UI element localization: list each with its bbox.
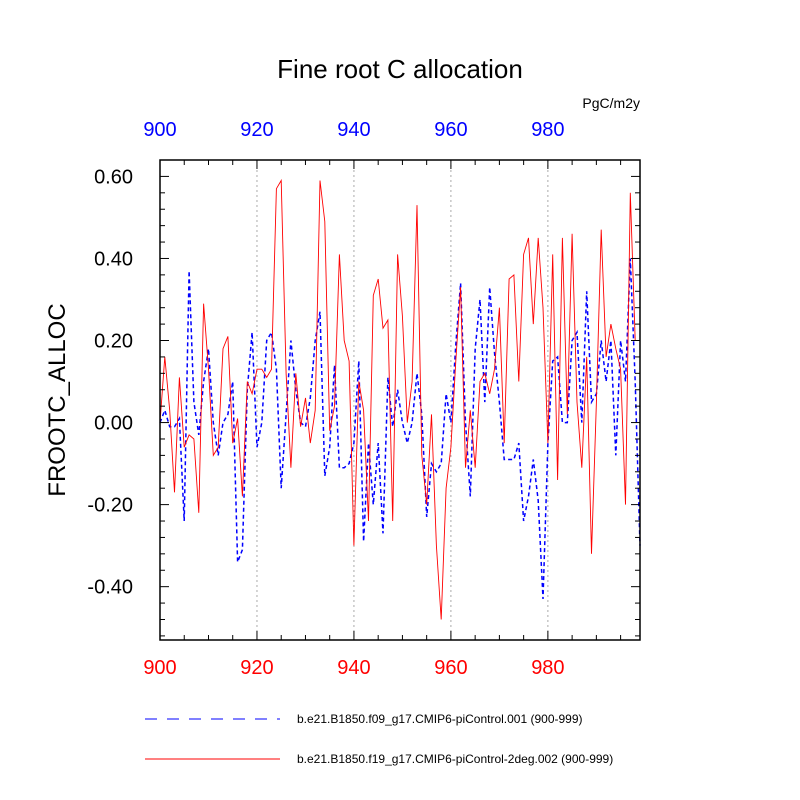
legend-label-1: b.e21.B1850.f09_g17.CMIP6-piControl.001 … <box>297 712 583 726</box>
x-tick-label-bottom-980: 980 <box>531 657 564 679</box>
y-tick-label: -0.40 <box>87 577 133 599</box>
x-tick-label-bottom-940: 940 <box>337 657 370 679</box>
series-line-2 <box>159 178 640 620</box>
y-tick-label: 0.60 <box>94 166 133 188</box>
y-axis-label: FROOTC_ALLOC <box>44 303 71 496</box>
plot-axes: 900 900 920 920 940 940 960 960 980 980 0.60 0.40 0.… <box>87 119 641 679</box>
legend-label-2: b.e21.B1850.f19_g17.CMIP6-piControl-2deg… <box>297 752 613 766</box>
y-tick-label: 0.40 <box>94 248 133 270</box>
x-tick-label-top-980: 980 <box>531 119 564 141</box>
x-tick-label-top-920: 920 <box>240 119 273 141</box>
x-tick-label-top-940: 940 <box>337 119 370 141</box>
y-tick-label: 0.00 <box>94 413 133 435</box>
chart-title: Fine root C allocation <box>277 54 523 84</box>
x-tick-label-bottom-900: 900 <box>143 657 176 679</box>
legend: b.e21.B1850.f09_g17.CMIP6-piControl.001 … <box>145 712 613 766</box>
x-tick-label-top-900: 900 <box>143 119 176 141</box>
series-line-1 <box>159 258 641 600</box>
y-tick-label: -0.20 <box>87 495 133 517</box>
y-tick-label: 0.20 <box>94 331 133 353</box>
series-lines <box>159 178 641 620</box>
units-label: PgC/m2y <box>582 95 640 111</box>
plot-frame <box>159 159 641 641</box>
x-tick-label-bottom-960: 960 <box>434 657 467 679</box>
x-tick-label-bottom-920: 920 <box>240 657 273 679</box>
grid-lines <box>256 160 549 640</box>
x-tick-label-top-960: 960 <box>434 119 467 141</box>
